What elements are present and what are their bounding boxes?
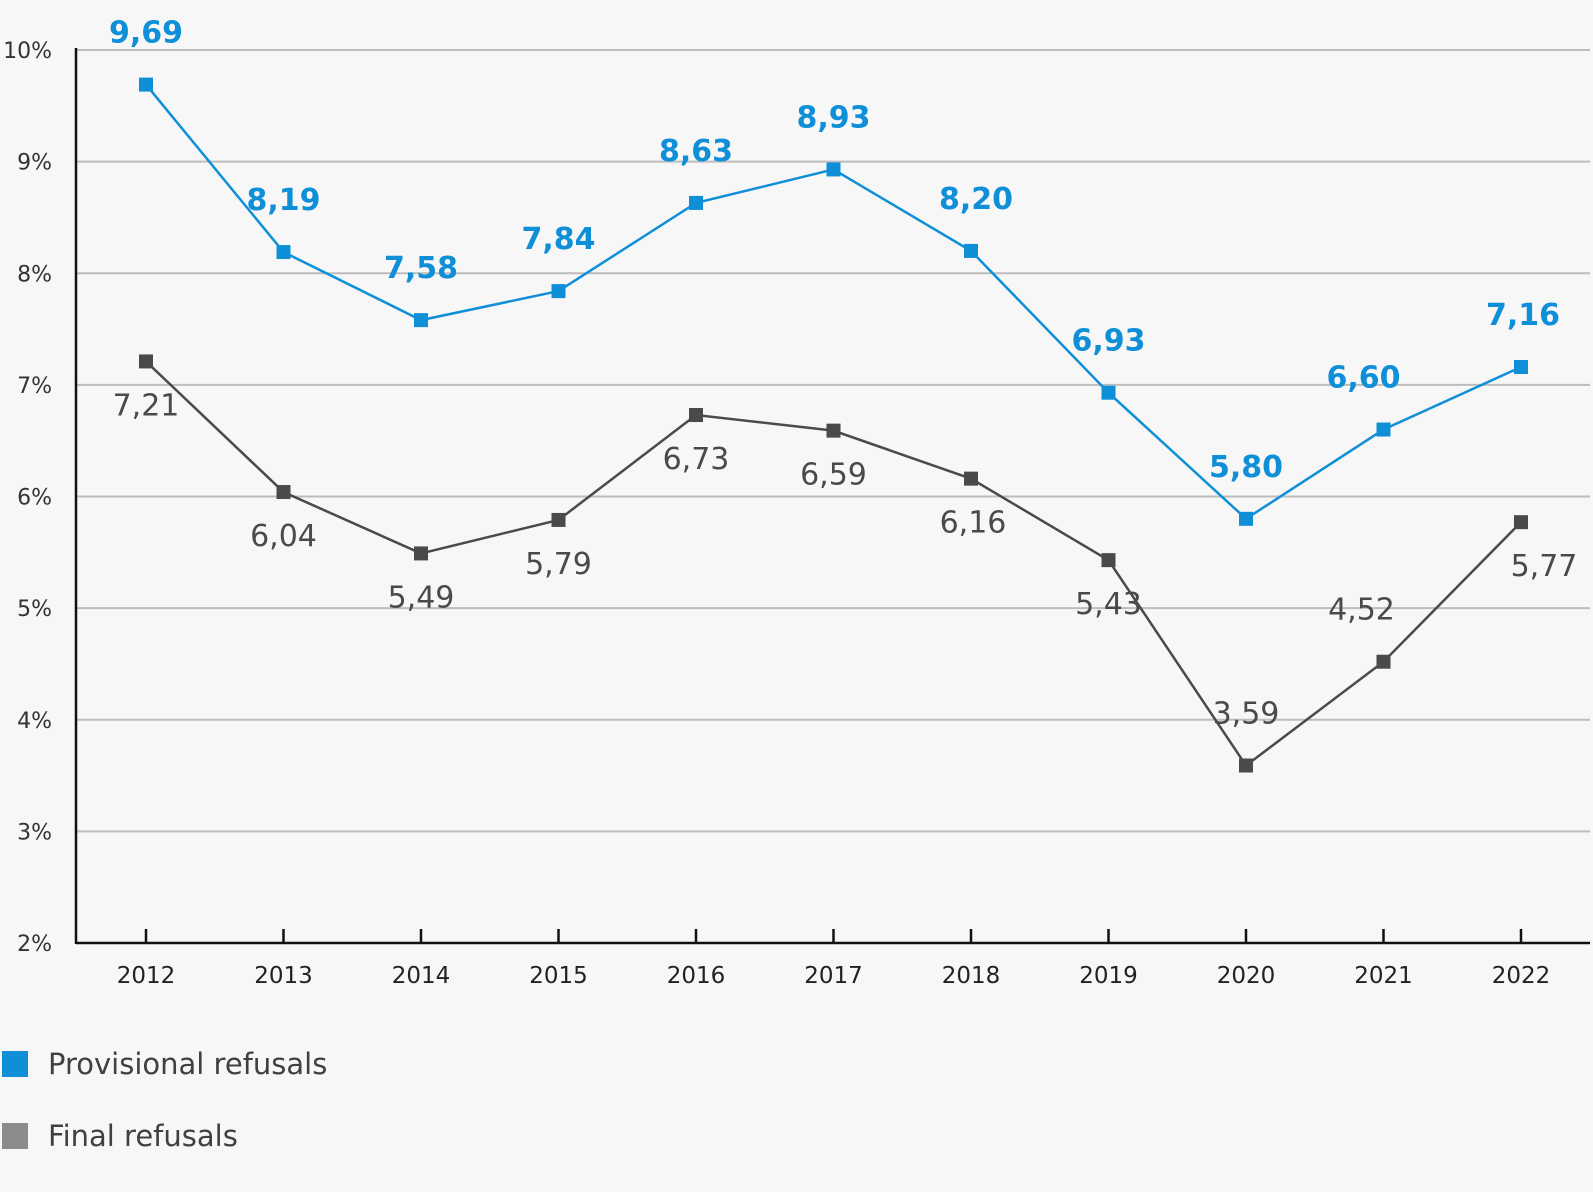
y-tick-label: 5%: [17, 597, 52, 622]
data-label-final: 6,59: [800, 458, 867, 493]
legend-item-provisional: Provisional refusals: [0, 1047, 328, 1081]
y-tick-label: 6%: [17, 486, 52, 511]
series-line-final: [145, 360, 1522, 768]
data-point-provisional: [551, 284, 566, 299]
x-tick-label: 2021: [1354, 963, 1413, 989]
data-label-final: 4,52: [1328, 593, 1395, 628]
legend-swatch-final: [2, 1123, 28, 1149]
x-tick-label: 2013: [254, 963, 313, 989]
data-point-final: [414, 546, 428, 561]
data-label-final: 5,79: [525, 547, 592, 582]
data-label-provisional: 7,58: [384, 251, 458, 286]
x-tick-label: 2017: [804, 963, 863, 989]
data-point-final: [551, 512, 566, 527]
data-point-final: [964, 471, 978, 486]
data-label-provisional: 7,84: [521, 222, 595, 257]
y-tick-label: 4%: [17, 709, 52, 734]
legend: Provisional refusals Final refusals: [0, 1047, 328, 1192]
data-point-provisional: [1101, 385, 1116, 400]
data-label-final: 7,21: [113, 388, 180, 423]
legend-swatch-provisional: [2, 1051, 28, 1077]
data-point-final: [1376, 654, 1391, 669]
data-label-final: 6,04: [250, 519, 317, 554]
x-tick-label: 2015: [529, 963, 588, 989]
data-label-final: 5,77: [1511, 549, 1578, 584]
x-tick-label: 2020: [1217, 963, 1276, 989]
line-chart: 2% 3% 4% 5% 6% 7% 8% 9% 10% 2012 2013 2014 2015 2016 2…: [3, 16, 1590, 989]
y-tick-label: 9%: [17, 151, 52, 176]
data-label-final: 6,16: [940, 506, 1007, 541]
data-label-provisional: 8,93: [796, 100, 870, 135]
data-point-final: [276, 485, 291, 500]
y-tick-label: 3%: [17, 820, 52, 845]
data-point-provisional: [1514, 360, 1528, 375]
data-label-provisional: 6,60: [1326, 361, 1400, 396]
data-point-provisional: [1376, 422, 1391, 437]
legend-label-provisional: Provisional refusals: [48, 1047, 328, 1081]
data-label-provisional: 8,63: [659, 134, 733, 169]
legend-item-final: Final refusals: [0, 1119, 327, 1153]
data-point-final: [689, 408, 703, 423]
data-point-final: [826, 423, 841, 438]
data-label-final: 5,43: [1075, 587, 1142, 622]
data-label-provisional: 7,16: [1486, 298, 1560, 333]
data-point-provisional: [414, 313, 428, 328]
data-label-final: 3,59: [1213, 697, 1280, 732]
y-tick-label: 2%: [17, 932, 52, 957]
data-label-provisional: 8,19: [246, 183, 320, 218]
data-label-final: 6,73: [663, 442, 730, 477]
data-point-final: [1239, 758, 1253, 773]
data-point-provisional: [826, 162, 841, 177]
x-tick-label: 2014: [392, 963, 451, 989]
data-label-provisional: 8,20: [939, 182, 1013, 217]
y-tick-label: 10%: [3, 39, 52, 64]
legend-label-final: Final refusals: [48, 1119, 238, 1153]
y-tick-label: 8%: [17, 262, 52, 287]
x-tick-label: 2019: [1079, 963, 1138, 989]
series-line-provisional: [145, 83, 1522, 521]
data-label-provisional: 6,93: [1071, 324, 1145, 359]
data-point-provisional: [1239, 511, 1253, 526]
x-tick-label: 2018: [942, 963, 1001, 989]
data-point-provisional: [964, 243, 978, 258]
data-point-final: [1514, 515, 1528, 530]
data-point-final: [139, 354, 153, 369]
data-point-provisional: [276, 245, 291, 260]
data-point-provisional: [139, 77, 153, 92]
x-tick-label: 2022: [1492, 963, 1551, 989]
data-point-final: [1101, 553, 1116, 568]
data-label-provisional: 5,80: [1209, 450, 1283, 485]
data-label-final: 5,49: [388, 580, 455, 615]
data-label-provisional: 9,69: [109, 16, 183, 51]
x-tick-label: 2012: [117, 963, 176, 989]
y-tick-label: 7%: [17, 374, 52, 399]
data-point-provisional: [689, 195, 703, 210]
x-tick-label: 2016: [667, 963, 726, 989]
